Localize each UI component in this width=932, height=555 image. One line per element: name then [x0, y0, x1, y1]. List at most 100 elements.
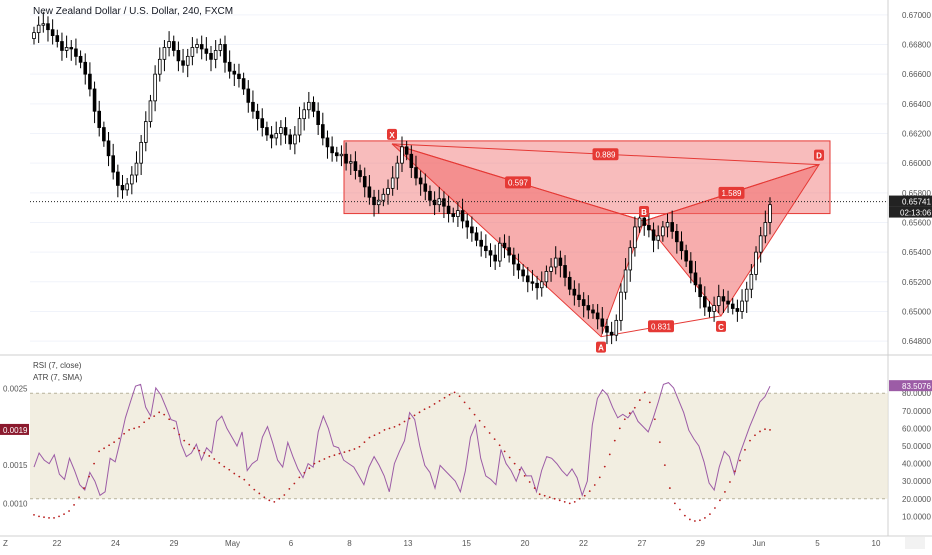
- candle-body[interactable]: [390, 177, 395, 189]
- candle-body[interactable]: [544, 271, 549, 283]
- candle-body[interactable]: [130, 174, 134, 185]
- rsi-axis[interactable]: 80.0000 70.0000 60.0000 50.0000 40.0000 30.00…: [902, 389, 931, 521]
- candle-body[interactable]: [74, 48, 78, 57]
- candle-body[interactable]: [451, 213, 456, 217]
- atr-legend-label[interactable]: ATR (7, SMA): [33, 373, 83, 382]
- candle-body[interactable]: [460, 210, 465, 222]
- candle-body[interactable]: [474, 232, 479, 241]
- candle-body[interactable]: [92, 88, 97, 112]
- candle-body[interactable]: [595, 312, 600, 320]
- candle-body[interactable]: [651, 229, 656, 241]
- candle-body[interactable]: [637, 217, 642, 228]
- rsi-line[interactable]: [33, 382, 771, 497]
- candle-body[interactable]: [162, 47, 167, 60]
- candle-body[interactable]: [437, 198, 442, 206]
- candle-body[interactable]: [64, 47, 69, 51]
- candle-body[interactable]: [418, 177, 423, 185]
- atr-dots[interactable]: [33, 391, 771, 522]
- candle-body[interactable]: [675, 230, 679, 243]
- candle-body[interactable]: [204, 48, 209, 54]
- candle-body[interactable]: [50, 29, 55, 36]
- indicator-pane[interactable]: RSI (7, close) ATR (7, SMA) 80.0000 70.00…: [0, 361, 932, 522]
- candle-body[interactable]: [209, 52, 213, 60]
- rsi-legend-label[interactable]: RSI (7, close): [33, 361, 82, 370]
- candle-body[interactable]: [702, 296, 707, 308]
- candle-body[interactable]: [558, 257, 563, 266]
- candle-body[interactable]: [279, 127, 283, 134]
- candle-body[interactable]: [707, 306, 712, 312]
- candle-body[interactable]: [185, 55, 190, 66]
- candle-body[interactable]: [176, 50, 181, 62]
- candle-body[interactable]: [288, 134, 292, 145]
- candle-body[interactable]: [535, 282, 539, 289]
- candle-body[interactable]: [498, 242, 502, 262]
- candle-body[interactable]: [60, 41, 64, 51]
- candle-body[interactable]: [120, 184, 125, 191]
- candle-body[interactable]: [730, 303, 735, 309]
- candle-body[interactable]: [656, 235, 660, 241]
- candle-body[interactable]: [153, 73, 157, 102]
- candle-body[interactable]: [171, 41, 176, 51]
- candle-body[interactable]: [600, 318, 605, 327]
- candle-body[interactable]: [386, 187, 390, 195]
- candle-body[interactable]: [549, 266, 553, 272]
- candle-body[interactable]: [255, 110, 260, 120]
- candle-body[interactable]: [237, 73, 241, 80]
- candle-body[interactable]: [330, 146, 334, 154]
- candle-body[interactable]: [88, 73, 92, 90]
- candle-body[interactable]: [414, 167, 418, 179]
- candle-body[interactable]: [521, 269, 525, 277]
- candle-body[interactable]: [69, 47, 74, 50]
- candle-body[interactable]: [721, 296, 726, 302]
- candle-body[interactable]: [111, 155, 115, 173]
- candle-body[interactable]: [241, 78, 246, 90]
- candle-body[interactable]: [512, 254, 516, 265]
- candle-body[interactable]: [465, 220, 470, 228]
- candle-body[interactable]: [470, 226, 474, 234]
- candle-body[interactable]: [157, 58, 162, 75]
- candle-body[interactable]: [395, 162, 400, 179]
- candle-body[interactable]: [609, 331, 614, 336]
- candle-body[interactable]: [83, 61, 88, 75]
- candle-body[interactable]: [647, 225, 651, 231]
- candle-body[interactable]: [633, 226, 637, 249]
- candle-body[interactable]: [623, 269, 628, 293]
- candle-body[interactable]: [199, 44, 204, 50]
- candle-body[interactable]: [116, 171, 120, 186]
- candlestick-series[interactable]: [32, 11, 772, 345]
- candle-body[interactable]: [195, 44, 199, 48]
- candle-body[interactable]: [442, 198, 446, 207]
- candle-body[interactable]: [139, 141, 143, 164]
- candle-body[interactable]: [265, 127, 269, 136]
- candle-body[interactable]: [339, 153, 344, 157]
- candle-body[interactable]: [78, 55, 83, 63]
- candle-body[interactable]: [488, 250, 493, 256]
- candle-body[interactable]: [446, 205, 451, 214]
- candle-body[interactable]: [684, 250, 688, 262]
- candle-body[interactable]: [404, 146, 409, 155]
- candle-body[interactable]: [744, 288, 749, 302]
- candle-body[interactable]: [302, 109, 306, 120]
- candle-body[interactable]: [148, 100, 153, 123]
- candle-body[interactable]: [409, 153, 414, 169]
- candle-body[interactable]: [36, 24, 41, 34]
- candle-body[interactable]: [423, 183, 428, 192]
- candle-body[interactable]: [344, 153, 348, 164]
- candle-body[interactable]: [628, 247, 633, 271]
- candle-body[interactable]: [679, 241, 684, 252]
- candle-body[interactable]: [572, 288, 577, 296]
- candle-body[interactable]: [297, 118, 302, 136]
- candle-body[interactable]: [251, 101, 255, 112]
- candle-body[interactable]: [581, 299, 586, 306]
- candle-body[interactable]: [525, 275, 530, 283]
- candle-body[interactable]: [712, 305, 716, 312]
- candle-body[interactable]: [218, 44, 223, 51]
- candle-body[interactable]: [539, 281, 544, 289]
- candle-body[interactable]: [283, 127, 288, 136]
- candle-body[interactable]: [372, 196, 376, 206]
- candle-body[interactable]: [456, 210, 460, 217]
- candle-body[interactable]: [269, 134, 274, 139]
- candle-body[interactable]: [307, 101, 311, 111]
